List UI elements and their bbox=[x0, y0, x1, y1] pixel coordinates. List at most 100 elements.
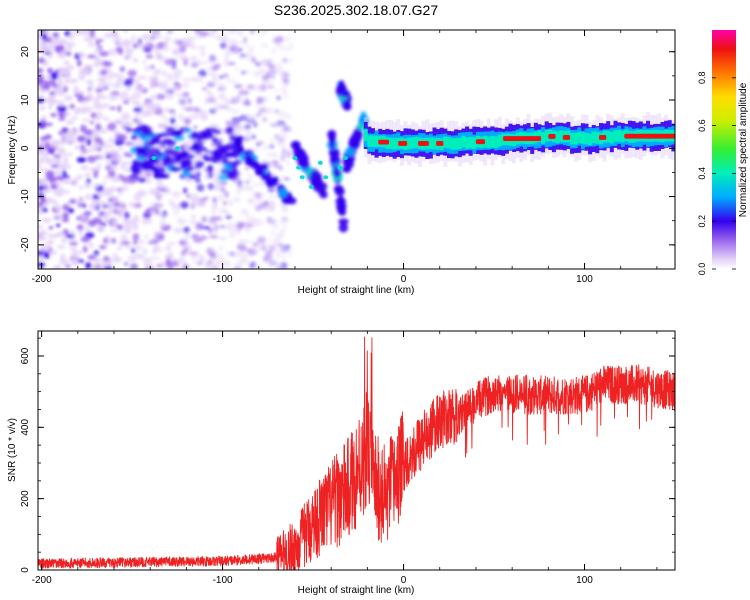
heatmap-speckle bbox=[76, 224, 84, 231]
heatmap-speckle bbox=[215, 63, 221, 70]
heatmap-speckle bbox=[220, 255, 225, 264]
heatmap-speckle bbox=[80, 144, 86, 151]
heatmap-speckle bbox=[260, 43, 269, 48]
heatmap-speckle bbox=[165, 260, 171, 267]
spectrogram-ytick-label: 20 bbox=[20, 46, 31, 58]
heatmap-speckle bbox=[234, 126, 243, 135]
heatmap-branch-blob bbox=[329, 149, 340, 159]
heatmap-speckle bbox=[222, 73, 229, 78]
heatmap-speckle bbox=[270, 206, 277, 212]
heatmap-speckle bbox=[212, 216, 223, 220]
heatmap-speckle bbox=[282, 95, 290, 99]
heatmap-speckle bbox=[132, 117, 139, 123]
heatmap-speckle bbox=[218, 245, 224, 251]
heatmap-speckle bbox=[174, 93, 184, 97]
heatmap-speckle bbox=[74, 144, 81, 150]
heatmap-speckle bbox=[152, 236, 158, 241]
heatmap-speckle bbox=[224, 190, 229, 199]
heatmap-speckle bbox=[156, 192, 165, 198]
heatmap-speckle bbox=[204, 263, 214, 269]
heatmap-speckle bbox=[265, 152, 276, 157]
ridge-band bbox=[410, 137, 415, 149]
heatmap-speckle bbox=[107, 48, 117, 56]
heatmap-speckle bbox=[255, 112, 262, 117]
heatmap-speckle bbox=[150, 36, 156, 40]
heatmap-cluster-blob bbox=[148, 165, 156, 171]
colorbar-tick-label: 0.2 bbox=[697, 215, 707, 228]
heatmap-speckle bbox=[112, 202, 122, 208]
heatmap-cyan-spot bbox=[317, 160, 323, 165]
heatmap-speckle bbox=[121, 112, 130, 121]
heatmap-speckle bbox=[152, 47, 159, 52]
colorbar-tick-label: 0.4 bbox=[697, 167, 707, 180]
heatmap-speckle bbox=[76, 156, 87, 164]
snr-ytick-label: 0 bbox=[20, 567, 31, 573]
heatmap-speckle bbox=[211, 73, 217, 80]
heatmap-speckle bbox=[269, 231, 278, 236]
heatmap-speckle bbox=[230, 46, 241, 54]
heatmap-speckle bbox=[187, 97, 192, 105]
ridge-band bbox=[414, 136, 419, 149]
heatmap-speckle bbox=[245, 199, 254, 203]
heatmap-speckle bbox=[286, 34, 291, 43]
heatmap-cluster-blob bbox=[163, 148, 175, 153]
heatmap-speckle bbox=[121, 240, 131, 246]
heatmap-speckle bbox=[196, 183, 205, 192]
heatmap-speckle bbox=[218, 224, 226, 229]
heatmap-speckle bbox=[270, 160, 280, 164]
heatmap-speckle bbox=[205, 221, 215, 225]
heatmap-speckle bbox=[56, 223, 61, 228]
heatmap-speckle bbox=[239, 53, 247, 57]
heatmap-speckle bbox=[281, 83, 288, 91]
heatmap-speckle bbox=[181, 82, 190, 88]
heatmap-speckle bbox=[244, 225, 251, 233]
heatmap-speckle bbox=[248, 114, 258, 123]
heatmap-speckle bbox=[140, 109, 150, 117]
snr-ylabel: SNR (10 * v/v) bbox=[7, 418, 18, 482]
heatmap-speckle bbox=[218, 193, 224, 202]
heatmap-speckle bbox=[117, 104, 122, 113]
heatmap-speckle bbox=[229, 79, 238, 83]
heatmap-speckle bbox=[52, 170, 63, 175]
heatmap-speckle bbox=[39, 89, 48, 94]
heatmap-speckle bbox=[58, 111, 64, 118]
heatmap-speckle bbox=[145, 54, 154, 59]
heatmap-speckle bbox=[66, 65, 75, 70]
heatmap-speckle bbox=[145, 172, 152, 177]
heatmap-speckle bbox=[193, 125, 198, 130]
heatmap-speckle bbox=[103, 150, 112, 155]
heatmap-cluster-blob bbox=[173, 130, 182, 138]
heatmap-speckle bbox=[180, 104, 188, 110]
heatmap-speckle bbox=[281, 247, 287, 255]
heatmap-speckle bbox=[243, 89, 249, 96]
heatmap-speckle bbox=[50, 72, 59, 80]
heatmap-cluster-blob bbox=[128, 174, 139, 180]
heatmap-cluster-blob bbox=[221, 159, 230, 165]
heatmap-speckle bbox=[80, 165, 89, 171]
heatmap-speckle bbox=[56, 148, 65, 154]
heatmap-speckle bbox=[262, 116, 267, 123]
heatmap-speckle bbox=[211, 208, 216, 216]
heatmap-speckle bbox=[258, 69, 268, 75]
heatmap-speckle bbox=[285, 247, 292, 252]
ridge-band bbox=[468, 136, 473, 149]
heatmap-speckle bbox=[216, 84, 225, 88]
heatmap-branch-blob bbox=[338, 218, 349, 225]
heatmap-speckle bbox=[121, 39, 131, 48]
heatmap-speckle bbox=[77, 259, 84, 263]
heatmap-speckle bbox=[131, 34, 136, 43]
heatmap-speckle bbox=[116, 79, 121, 84]
heatmap-cluster-blob bbox=[130, 134, 138, 140]
heatmap-branch-blob bbox=[339, 89, 351, 98]
heatmap-speckle bbox=[199, 256, 207, 263]
ridge-band bbox=[541, 132, 546, 144]
heatmap-speckle bbox=[183, 226, 190, 233]
heatmap-speckle bbox=[69, 242, 79, 246]
heatmap-speckle bbox=[133, 112, 141, 117]
heatmap-speckle bbox=[227, 61, 236, 66]
heatmap-speckle bbox=[224, 49, 232, 58]
heatmap-speckle bbox=[172, 38, 181, 45]
heatmap-speckle bbox=[130, 247, 136, 254]
heatmap-speckle bbox=[57, 139, 67, 145]
heatmap-speckle bbox=[148, 83, 155, 90]
